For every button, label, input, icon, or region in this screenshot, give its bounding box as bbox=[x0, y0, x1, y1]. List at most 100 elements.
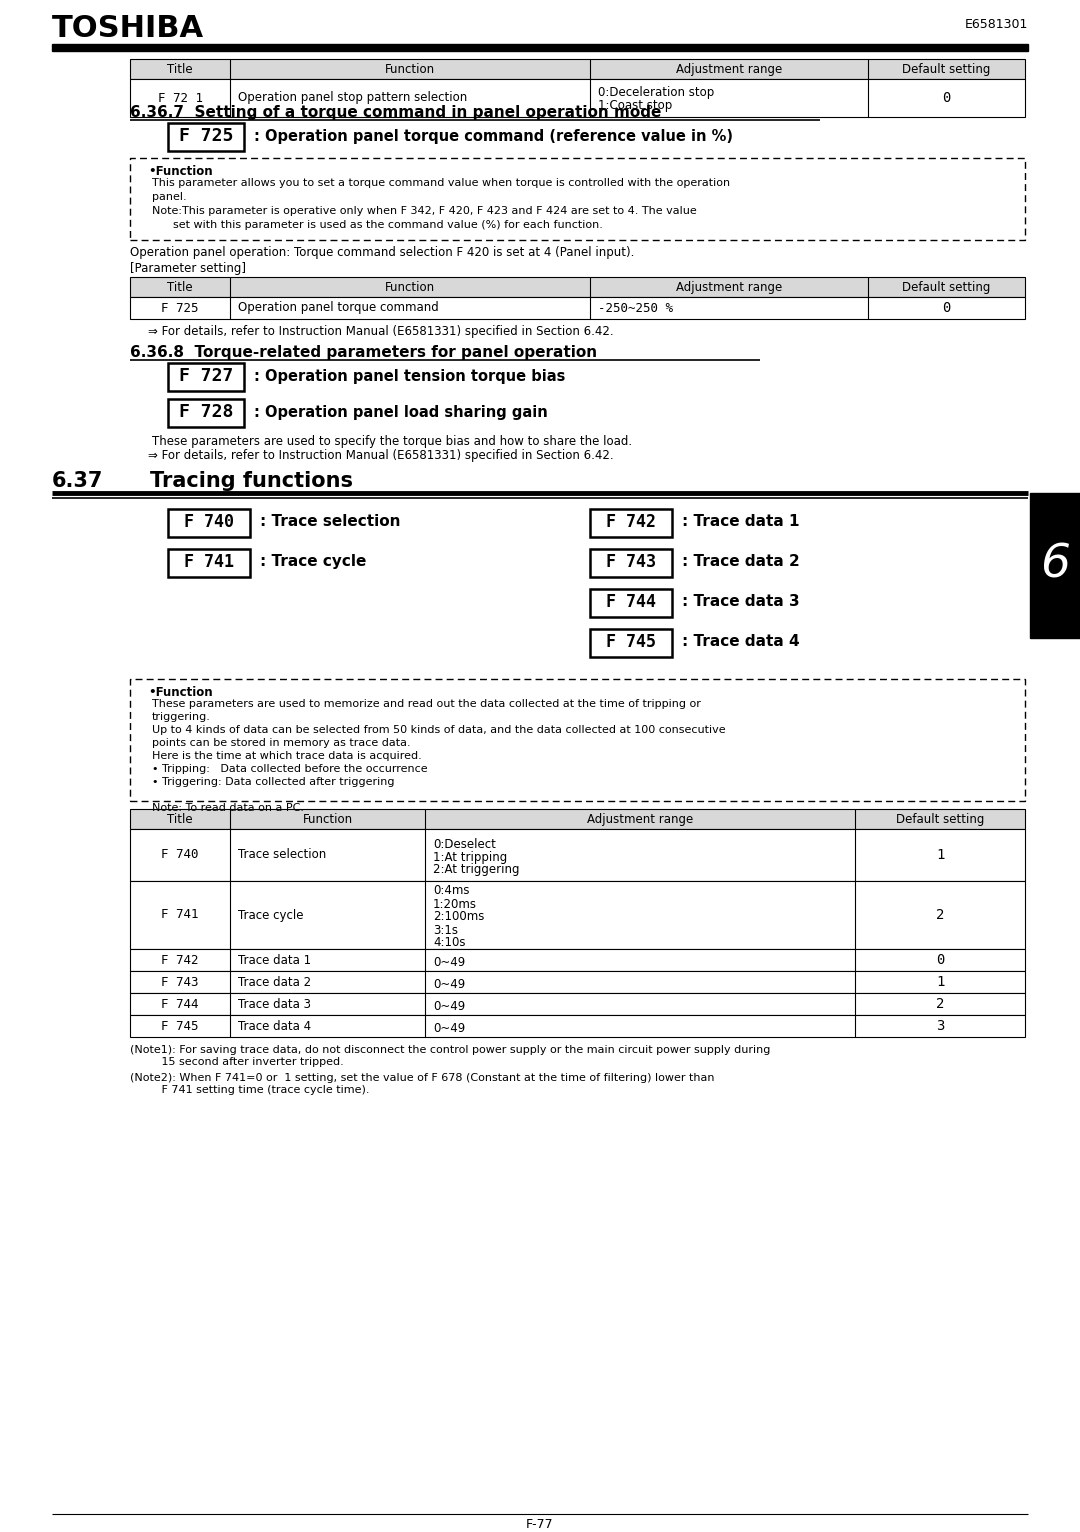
Text: Up to 4 kinds of data can be selected from 50 kinds of data, and the data collec: Up to 4 kinds of data can be selected fr… bbox=[152, 725, 726, 735]
Text: Title: Title bbox=[167, 280, 193, 294]
Text: 0:Deselect: 0:Deselect bbox=[433, 838, 496, 850]
Text: : Trace data 2: : Trace data 2 bbox=[681, 555, 800, 568]
Text: Title: Title bbox=[167, 813, 193, 826]
Text: Trace data 2: Trace data 2 bbox=[238, 976, 311, 988]
Bar bbox=[130, 881, 1025, 948]
Text: Function: Function bbox=[384, 63, 435, 77]
Bar bbox=[52, 44, 1028, 51]
Bar bbox=[130, 971, 1025, 993]
Bar bbox=[590, 630, 672, 657]
Text: Default setting: Default setting bbox=[895, 813, 984, 826]
Text: Title: Title bbox=[167, 63, 193, 77]
Text: 0: 0 bbox=[942, 90, 950, 106]
Text: • Triggering: Data collected after triggering: • Triggering: Data collected after trigg… bbox=[152, 777, 394, 787]
Text: F 727: F 727 bbox=[179, 368, 233, 385]
Text: F 743: F 743 bbox=[606, 553, 656, 571]
Text: points can be stored in memory as trace data.: points can be stored in memory as trace … bbox=[152, 738, 410, 748]
Text: E6581301: E6581301 bbox=[964, 18, 1028, 31]
Text: triggering.: triggering. bbox=[152, 712, 211, 722]
Text: F 744: F 744 bbox=[161, 997, 199, 1011]
Text: Trace data 3: Trace data 3 bbox=[238, 997, 311, 1011]
Text: 0: 0 bbox=[942, 300, 950, 316]
Text: ⇒ For details, refer to Instruction Manual (E6581331) specified in Section 6.42.: ⇒ For details, refer to Instruction Manu… bbox=[148, 325, 613, 339]
Text: 1:20ms: 1:20ms bbox=[433, 898, 477, 910]
Bar bbox=[130, 277, 1025, 297]
Text: Adjustment range: Adjustment range bbox=[586, 813, 693, 826]
Bar bbox=[130, 158, 1025, 241]
Bar bbox=[130, 829, 1025, 881]
Text: 0~49: 0~49 bbox=[433, 977, 465, 991]
Text: 2: 2 bbox=[935, 908, 944, 922]
Text: (Note1): For saving trace data, do not disconnect the control power supply or th: (Note1): For saving trace data, do not d… bbox=[130, 1045, 770, 1066]
Text: Default setting: Default setting bbox=[902, 63, 990, 77]
Text: TOSHIBA: TOSHIBA bbox=[52, 14, 204, 43]
Text: 0: 0 bbox=[935, 953, 944, 967]
Text: 0:Deceleration stop: 0:Deceleration stop bbox=[598, 86, 714, 100]
Text: F 745: F 745 bbox=[161, 1019, 199, 1033]
Text: F 740: F 740 bbox=[184, 513, 234, 532]
Text: : Trace data 1: : Trace data 1 bbox=[681, 515, 799, 529]
Text: Trace cycle: Trace cycle bbox=[238, 908, 303, 922]
Text: Tracing functions: Tracing functions bbox=[150, 470, 353, 490]
Bar bbox=[590, 588, 672, 617]
Text: 6.36.8  Torque-related parameters for panel operation: 6.36.8 Torque-related parameters for pan… bbox=[130, 345, 597, 360]
Bar bbox=[168, 398, 244, 427]
Text: F 72 1: F 72 1 bbox=[158, 92, 203, 104]
Text: : Operation panel torque command (reference value in %): : Operation panel torque command (refere… bbox=[254, 129, 733, 144]
Text: F 743: F 743 bbox=[161, 976, 199, 988]
Text: 0~49: 0~49 bbox=[433, 999, 465, 1013]
Text: 1:At tripping: 1:At tripping bbox=[433, 850, 508, 864]
Text: This parameter allows you to set a torque command value when torque is controlle: This parameter allows you to set a torqu… bbox=[152, 178, 730, 188]
Text: set with this parameter is used as the command value (%) for each function.: set with this parameter is used as the c… bbox=[152, 221, 603, 230]
Text: ⇒ For details, refer to Instruction Manual (E6581331) specified in Section 6.42.: ⇒ For details, refer to Instruction Manu… bbox=[148, 449, 613, 463]
Text: Trace data 1: Trace data 1 bbox=[238, 953, 311, 967]
Text: Function: Function bbox=[302, 813, 352, 826]
Bar bbox=[168, 548, 249, 578]
Text: Note:This parameter is operative only when F 342, F 420, F 423 and F 424 are set: Note:This parameter is operative only wh… bbox=[152, 205, 697, 216]
Text: Function: Function bbox=[384, 280, 435, 294]
Bar bbox=[168, 123, 244, 152]
Bar bbox=[130, 80, 1025, 116]
Text: F 741: F 741 bbox=[161, 908, 199, 922]
Text: These parameters are used to specify the torque bias and how to share the load.: These parameters are used to specify the… bbox=[152, 435, 632, 447]
Text: (Note2): When F 741=0 or  1 setting, set the value of F 678 (Constant at the tim: (Note2): When F 741=0 or 1 setting, set … bbox=[130, 1072, 715, 1094]
Text: Trace data 4: Trace data 4 bbox=[238, 1019, 311, 1033]
Bar bbox=[130, 60, 1025, 80]
Text: : Trace data 4: : Trace data 4 bbox=[681, 634, 799, 650]
Bar bbox=[590, 509, 672, 538]
Bar bbox=[168, 509, 249, 538]
Text: Default setting: Default setting bbox=[902, 280, 990, 294]
Text: F 725: F 725 bbox=[161, 302, 199, 314]
Bar bbox=[130, 297, 1025, 319]
Text: • Tripping:   Data collected before the occurrence: • Tripping: Data collected before the oc… bbox=[152, 764, 428, 774]
Text: -250~250 %: -250~250 % bbox=[598, 302, 673, 314]
Text: : Operation panel load sharing gain: : Operation panel load sharing gain bbox=[254, 404, 548, 420]
Text: •Function: •Function bbox=[148, 686, 213, 699]
Text: Operation panel stop pattern selection: Operation panel stop pattern selection bbox=[238, 92, 468, 104]
Text: : Trace data 3: : Trace data 3 bbox=[681, 594, 799, 610]
Bar bbox=[130, 948, 1025, 971]
Text: [Parameter setting]: [Parameter setting] bbox=[130, 262, 246, 276]
Text: 2: 2 bbox=[935, 997, 944, 1011]
Bar bbox=[130, 809, 1025, 829]
Text: •Function: •Function bbox=[148, 165, 213, 178]
Text: F-77: F-77 bbox=[526, 1518, 554, 1530]
Text: Here is the time at which trace data is acquired.: Here is the time at which trace data is … bbox=[152, 751, 422, 761]
Text: Note: To read data on a PC.: Note: To read data on a PC. bbox=[152, 803, 303, 813]
Bar bbox=[130, 679, 1025, 801]
Text: Operation panel torque command: Operation panel torque command bbox=[238, 302, 438, 314]
Text: These parameters are used to memorize and read out the data collected at the tim: These parameters are used to memorize an… bbox=[152, 699, 701, 709]
Text: 2:At triggering: 2:At triggering bbox=[433, 864, 519, 876]
Text: 6: 6 bbox=[1040, 542, 1070, 588]
Text: F 742: F 742 bbox=[161, 953, 199, 967]
Text: 3:1s: 3:1s bbox=[433, 924, 458, 936]
Bar bbox=[168, 363, 244, 391]
Text: panel.: panel. bbox=[152, 192, 187, 202]
Text: Adjustment range: Adjustment range bbox=[676, 63, 782, 77]
Text: Adjustment range: Adjustment range bbox=[676, 280, 782, 294]
Bar bbox=[130, 1016, 1025, 1037]
Bar bbox=[1030, 493, 1080, 637]
Text: F 725: F 725 bbox=[179, 127, 233, 146]
Text: 0:4ms: 0:4ms bbox=[433, 884, 470, 898]
Text: : Trace cycle: : Trace cycle bbox=[260, 555, 366, 568]
